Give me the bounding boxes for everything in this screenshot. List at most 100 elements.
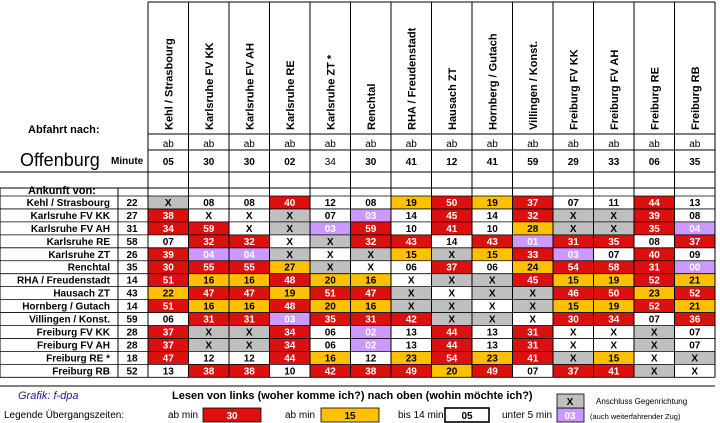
transfer-value: X [327, 250, 334, 261]
transfer-cell [310, 196, 351, 209]
transfer-value: 32 [244, 237, 256, 248]
transfer-value: 07 [608, 250, 620, 261]
transfer-cell [148, 299, 189, 313]
transfer-cell [431, 299, 472, 313]
transfer-cell [674, 234, 715, 248]
transfer-cell [391, 364, 432, 378]
transfer-value: 44 [446, 340, 458, 351]
departure-minute: 02 [284, 157, 296, 168]
legend-bis14: bis 14 min [398, 410, 444, 421]
transfer-cell [634, 221, 675, 235]
legend-anschluss-note: (auch weiterfahrender Zug) [590, 412, 681, 421]
transfer-value: 59 [365, 224, 377, 235]
transfer-value: 23 [406, 353, 418, 364]
transfer-value: X [246, 327, 253, 338]
transfer-cell [553, 247, 594, 261]
transfer-cell [431, 286, 472, 300]
arrival-minute: 43 [126, 289, 138, 300]
transfer-value: 31 [244, 315, 256, 326]
departure-minute: 34 [325, 157, 337, 168]
transfer-value: 41 [527, 353, 539, 364]
arrival-label: RHA / Freudenstadt [17, 276, 111, 287]
transfer-value: 14 [406, 211, 418, 222]
transfer-cell [269, 286, 310, 300]
transfer-value: X [610, 327, 617, 338]
transfer-cell [512, 364, 553, 378]
transfer-cell [472, 247, 513, 261]
transfer-cell [350, 325, 391, 339]
transfer-cell [472, 338, 513, 352]
transfer-cell [310, 221, 351, 235]
transfer-cell [593, 364, 634, 378]
transfer-cell [553, 221, 594, 235]
legend-label: Legende Übergangszeiten: [4, 409, 124, 421]
transfer-value: X [327, 237, 334, 248]
transfer-value: X [489, 289, 496, 300]
transfer-cell [593, 221, 634, 235]
transfer-value: X [570, 353, 577, 364]
transfer-cell [674, 286, 715, 300]
transfer-cell [634, 312, 675, 326]
transfer-cell [431, 260, 472, 274]
transfer-cell [229, 299, 270, 313]
transfer-value: 16 [325, 353, 337, 364]
transfer-cell [148, 247, 189, 261]
transfer-value: X [286, 224, 293, 235]
transfer-cell [634, 299, 675, 313]
transfer-value: X [408, 276, 415, 287]
transfer-value: 20 [325, 276, 337, 287]
transfer-value: 03 [325, 224, 337, 235]
transfer-cell [391, 273, 432, 287]
transfer-value: 02 [365, 340, 377, 351]
transfer-value: 13 [406, 327, 418, 338]
transfer-value: X [691, 366, 698, 377]
transfer-value: 35 [649, 224, 661, 235]
transfer-cell [634, 208, 675, 222]
transfer-cell [188, 221, 229, 235]
transfer-value: X [408, 289, 415, 300]
transfer-value: 46 [568, 289, 580, 300]
transfer-cell [229, 338, 270, 352]
transfer-value: 06 [325, 327, 337, 338]
transfer-cell [350, 208, 391, 222]
ab-label: ab [446, 139, 458, 150]
transfer-cell [188, 273, 229, 287]
transfer-cell [431, 221, 472, 235]
transfer-value: 40 [284, 198, 296, 209]
transfer-value: 19 [608, 302, 620, 313]
legend-ab-min-red: ab min [168, 410, 198, 421]
transfer-value: 21 [689, 302, 701, 313]
transfer-value: 19 [487, 198, 499, 209]
transfer-value: 32 [203, 237, 215, 248]
transfer-cell [472, 286, 513, 300]
arrival-minute: 59 [126, 315, 138, 326]
transfer-value: 50 [608, 289, 620, 300]
transfer-cell [674, 221, 715, 235]
transfer-value: 23 [487, 353, 499, 364]
transfer-value: 08 [365, 198, 377, 209]
transfer-cell [269, 299, 310, 313]
transfer-cell [229, 364, 270, 378]
transfer-cell [472, 208, 513, 222]
destination-label: Kehl / Strasbourg [163, 38, 175, 130]
ab-label: ab [244, 139, 256, 150]
transfer-cell [674, 351, 715, 365]
departure-minute: 30 [365, 157, 377, 168]
legend-unter5: unter 5 min [502, 410, 552, 421]
transfer-value: 19 [406, 198, 418, 209]
transfer-value: X [327, 263, 334, 274]
transfer-value: 07 [325, 211, 337, 222]
cells-layer [148, 196, 715, 378]
transfer-value: 19 [284, 289, 296, 300]
transfer-value: 15 [568, 276, 580, 287]
transfer-cell [431, 351, 472, 365]
arrival-minute: 35 [126, 263, 138, 274]
ab-label: ab [527, 139, 539, 150]
transfer-value: 03 [365, 211, 377, 222]
transfer-cell [350, 196, 391, 209]
transfer-value: 38 [203, 366, 215, 377]
transfer-value: 47 [163, 353, 175, 364]
transfer-value: X [246, 340, 253, 351]
transfer-cell [431, 208, 472, 222]
transfer-cell [553, 364, 594, 378]
